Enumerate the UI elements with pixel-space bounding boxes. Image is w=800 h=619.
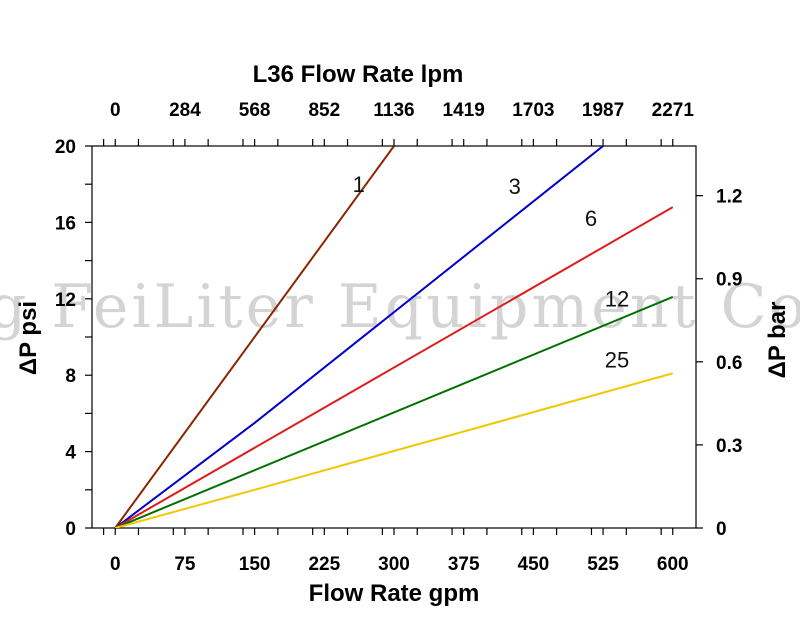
y2-axis-title: ΔP bar: [764, 302, 791, 379]
y2-tick-label: 1.2: [716, 187, 742, 208]
y2-tick-label: 0: [716, 519, 727, 540]
series-line-1: [114, 146, 395, 528]
x-tick-label: 75: [174, 554, 196, 575]
x-tick-label: 150: [239, 554, 271, 575]
y-tick-label: 16: [55, 213, 76, 234]
chart-title: L36 Flow Rate lpm: [253, 61, 464, 88]
x-axis-title: Flow Rate gpm: [309, 580, 480, 607]
y2-tick-label: 0.9: [716, 270, 742, 291]
y2-tick-label: 0.6: [716, 353, 742, 374]
x-top-tick-label: 284: [169, 100, 201, 121]
x-tick-label: 375: [448, 554, 480, 575]
x-top-tick-label: 2271: [652, 100, 695, 121]
ticks-layer: [85, 139, 703, 535]
x-top-tick-label: 0: [110, 100, 121, 121]
y-tick-label: 12: [55, 290, 76, 311]
series-line-25: [114, 372, 674, 528]
series-line-6: [114, 206, 674, 528]
x-tick-label: 225: [308, 554, 340, 575]
series-line-12: [114, 295, 674, 528]
series-layer: [114, 146, 674, 528]
x-top-tick-label: 568: [239, 100, 271, 121]
series-label-25: 25: [605, 348, 629, 373]
x-top-tick-label: 1136: [373, 100, 414, 121]
x-tick-label: 300: [378, 554, 410, 575]
x-tick-label: 525: [587, 554, 619, 575]
y-tick-label: 8: [65, 366, 76, 387]
x-tick-label: 0: [110, 554, 121, 575]
x-top-tick-label: 1419: [443, 100, 485, 121]
x-tick-label: 450: [518, 554, 550, 575]
series-label-6: 6: [585, 206, 597, 231]
x-top-tick-label: 1703: [512, 100, 554, 121]
x-top-tick-label: 1987: [582, 100, 624, 121]
y2-tick-label: 0.3: [716, 436, 742, 457]
y-tick-label: 4: [65, 443, 76, 464]
x-tick-label: 600: [657, 554, 689, 575]
x-top-tick-label: 852: [308, 100, 340, 121]
series-label-3: 3: [509, 174, 521, 199]
y-tick-label: 20: [55, 137, 76, 158]
series-label-1: 1: [353, 172, 365, 197]
series-line-3: [114, 146, 604, 528]
y-axis-title: ΔP psi: [15, 301, 42, 375]
series-label-12: 12: [605, 286, 629, 311]
y-tick-label: 0: [65, 519, 76, 540]
